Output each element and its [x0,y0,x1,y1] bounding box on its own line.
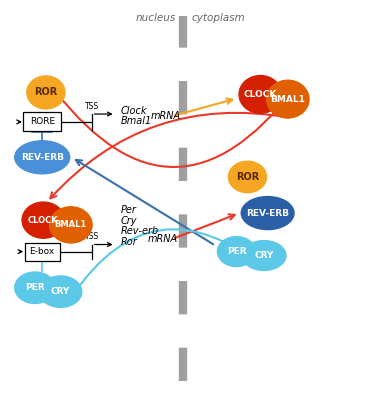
Ellipse shape [49,207,92,243]
Text: Bmal1: Bmal1 [120,116,151,126]
Ellipse shape [229,161,267,192]
Text: REV-ERB: REV-ERB [246,209,289,218]
Text: RORE: RORE [30,117,55,126]
Text: Ror: Ror [120,237,137,247]
Text: CLOCK: CLOCK [28,216,59,225]
Ellipse shape [241,196,294,230]
Text: cytoplasm: cytoplasm [191,13,245,23]
Ellipse shape [242,241,286,270]
Ellipse shape [267,80,309,118]
FancyBboxPatch shape [23,112,61,132]
Text: REV-ERB: REV-ERB [21,153,64,162]
Text: PER: PER [25,283,45,292]
Ellipse shape [27,76,65,109]
Ellipse shape [39,276,82,308]
Text: ROR: ROR [236,172,259,182]
Text: CRY: CRY [51,287,70,296]
Text: ROR: ROR [34,87,58,97]
Text: TSS: TSS [85,102,99,111]
Text: Cry: Cry [120,216,137,225]
Text: PER: PER [227,247,246,256]
Text: CRY: CRY [254,251,274,260]
FancyBboxPatch shape [25,243,60,261]
Ellipse shape [217,237,255,267]
Text: Clock: Clock [120,106,147,116]
Ellipse shape [15,141,70,174]
Text: mRNA: mRNA [150,111,181,121]
Text: BMAL1: BMAL1 [55,221,87,229]
Text: Rev-erb: Rev-erb [120,226,159,236]
Text: BMAL1: BMAL1 [270,95,305,103]
Ellipse shape [22,202,65,238]
Text: nucleus: nucleus [136,13,176,23]
Text: TSS: TSS [85,232,99,241]
Ellipse shape [15,272,55,304]
Text: CLOCK: CLOCK [243,90,277,99]
Text: mRNA: mRNA [148,234,178,244]
Text: E-box: E-box [30,247,55,256]
Text: Per: Per [120,205,136,215]
Ellipse shape [239,75,282,113]
